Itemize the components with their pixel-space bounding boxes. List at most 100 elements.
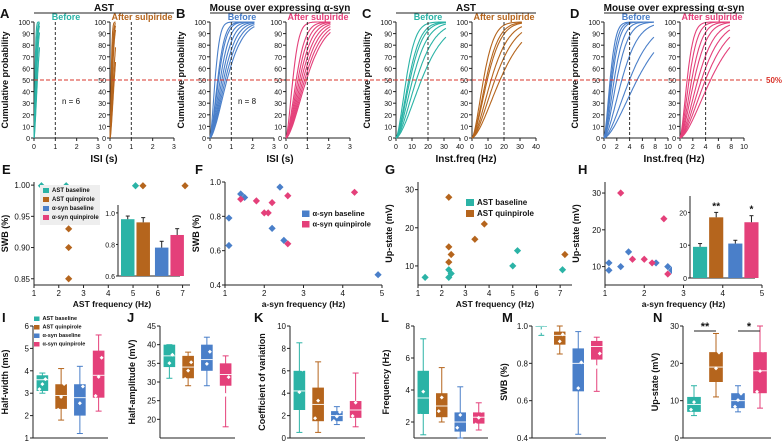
box-point xyxy=(56,407,61,412)
box-point xyxy=(356,387,361,392)
y-tick-label: 30 xyxy=(22,101,30,108)
subtitle: After sulpiride xyxy=(111,12,172,22)
cdf-line xyxy=(285,23,331,139)
subtitle: Before xyxy=(414,12,443,22)
panel-letter-I: I xyxy=(2,310,6,325)
y-tick-label: 10 xyxy=(405,262,414,271)
box-point xyxy=(294,412,299,417)
panel-C2: 0 10 20 30 40 50 60 70 80 90 100 0 10 20 30 40 After sul… xyxy=(456,12,540,151)
y-tick-label: 100 xyxy=(94,20,106,27)
y-tick-label: 30 xyxy=(274,101,282,108)
legend-label: α-syn baseline xyxy=(43,333,81,339)
x-tick-label: 1 xyxy=(229,144,233,151)
inset-significance: * xyxy=(750,205,754,216)
y-tick-label: 45 xyxy=(147,322,156,331)
x-tick-label: 6 xyxy=(640,144,644,151)
x-tick-label: 3 xyxy=(463,289,468,298)
y-tick-label: 0 xyxy=(26,136,30,143)
y-tick-label: 80 xyxy=(22,43,30,50)
box-point xyxy=(554,346,559,351)
legend-label: AST quinpirole xyxy=(43,325,82,331)
box-point xyxy=(695,392,699,397)
box-point xyxy=(201,374,206,379)
group-title: AST xyxy=(456,3,476,14)
legend: α-syn baseline α-syn quinpirole xyxy=(302,209,371,229)
data-point xyxy=(605,266,613,274)
x-tick-label: 3 xyxy=(348,144,352,151)
y-tick-label: 20 xyxy=(198,113,206,120)
y-tick-label: 40 xyxy=(668,90,676,97)
panel-I: 1 2 3 4 5 6 Half-width (ms) AST baseline AST qui… xyxy=(0,316,108,443)
inset-bar xyxy=(170,234,184,276)
panel-letter-N: N xyxy=(653,310,662,325)
data-point xyxy=(664,270,672,278)
y-tick-label: 20 xyxy=(592,226,601,235)
box-point xyxy=(77,401,82,406)
y-tick-label: 0.8 xyxy=(517,359,529,368)
y-tick-label: 2 xyxy=(406,418,411,427)
y-tick-label: 90 xyxy=(22,32,30,39)
box-point xyxy=(62,382,67,387)
inset-bar xyxy=(136,222,150,276)
box-point xyxy=(226,375,231,380)
y-tick-label: 0.85 xyxy=(14,275,30,284)
legend: AST baseline AST quinpirole α-syn baseline… xyxy=(40,185,100,225)
y-tick-label: 0 xyxy=(596,136,600,143)
x-label: AST frequency (Hz) xyxy=(456,299,535,309)
y-tick-label: 0 xyxy=(278,136,282,143)
cdf-line xyxy=(395,23,447,139)
y-tick-label: 0 xyxy=(464,136,468,143)
y-tick-label: 1.00 xyxy=(14,181,30,190)
x-tick-label: 1 xyxy=(129,144,133,151)
y-tick-label: 30 xyxy=(668,101,676,108)
legend-label: AST quinpirole xyxy=(52,197,95,203)
cdf-line xyxy=(679,21,730,139)
x-tick-label: 0 xyxy=(470,144,474,151)
inset-y-tick-label: 1.0 xyxy=(105,211,115,218)
y-tick-label: 25 xyxy=(147,397,156,406)
cdf-line xyxy=(603,21,654,139)
y-tick-label: 100 xyxy=(380,20,392,27)
box-point xyxy=(573,411,578,416)
x-tick-label: 2 xyxy=(251,144,255,151)
y-tick-label: 50 xyxy=(22,78,30,85)
data-point xyxy=(284,192,292,200)
y-tick-label: 40 xyxy=(274,90,282,97)
y-tick-label: 30 xyxy=(98,101,106,108)
x-tick-label: 20 xyxy=(424,144,432,151)
panel-E: 0.85 0.90 0.95 1.00 1 2 3 4 5 6 7 AST frequency (Hz… xyxy=(0,181,190,309)
x-tick-label: 3 xyxy=(172,144,176,151)
significance-label: * xyxy=(747,321,752,333)
data-point xyxy=(131,182,140,190)
subtitle: Before xyxy=(52,12,81,22)
y-tick-label: 70 xyxy=(592,55,600,62)
x-tick-label: 7 xyxy=(180,289,185,298)
panel-letter-K: K xyxy=(254,310,264,325)
x-tick-label: 4 xyxy=(341,289,346,298)
y-tick-label: 1.0 xyxy=(517,322,529,331)
data-point xyxy=(445,193,453,201)
box-body xyxy=(201,344,213,371)
reference-label: 50% xyxy=(766,76,782,85)
y-label: Half-amplitude (mV) xyxy=(127,339,137,424)
x-tick-label: 10 xyxy=(408,144,416,151)
y-tick-label: 10 xyxy=(592,124,600,131)
x-tick-label: 7 xyxy=(558,289,563,298)
y-tick-label: 20 xyxy=(668,113,676,120)
data-point xyxy=(268,199,276,207)
x-tick-label: 0 xyxy=(108,144,112,151)
y-tick-label: 0.90 xyxy=(14,244,30,253)
data-point xyxy=(605,259,613,267)
data-point xyxy=(260,209,268,217)
x-tick-label: 2 xyxy=(151,144,155,151)
data-point xyxy=(268,224,276,232)
legend-label: α-syn baseline xyxy=(313,209,365,218)
box-body xyxy=(349,401,362,418)
data-point xyxy=(445,243,453,251)
y-tick-label: 0.6 xyxy=(517,397,529,406)
box-point xyxy=(755,389,759,394)
box-point xyxy=(186,368,191,373)
subtitle: Before xyxy=(228,12,257,22)
cdf-line xyxy=(679,24,731,139)
